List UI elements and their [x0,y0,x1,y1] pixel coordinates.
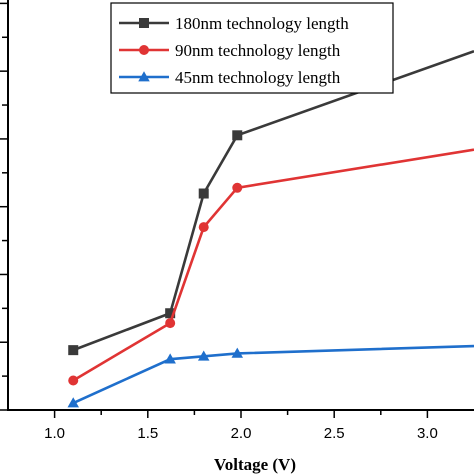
data-point-triangle [67,397,79,408]
data-point-circle [139,45,149,55]
legend-label: 45nm technology length [175,68,341,87]
series-line [72,148,474,382]
legend-label: 180nm technology length [175,14,349,33]
data-point-triangle [164,353,176,364]
series-1 [68,50,474,356]
legend-entry: 90nm technology length [119,41,341,60]
x-tick-label: 2.5 [324,425,345,442]
data-point-circle [68,375,79,386]
legend: 180nm technology length 90nm technology l… [110,2,394,94]
x-tick-label: 2.0 [231,425,252,442]
data-point-circle [198,222,209,233]
legend-entry: 45nm technology length [119,68,341,87]
x-axis-title: Voltage (V) [214,455,296,474]
series-3 [67,344,474,408]
data-point-square [165,308,176,319]
data-point-square [139,18,149,28]
x-tick-label: 1.5 [137,425,158,442]
legend-entry: 180nm technology length [119,14,349,33]
y-axis-ticks [0,2,7,411]
legend-label: 90nm technology length [175,41,341,60]
series-line [72,344,474,405]
series-2 [68,148,474,386]
series-layer [67,50,474,408]
x-axis-ticks: 1.0 1.5 2.0 2.5 3.0 [44,410,438,442]
data-point-circle [232,182,243,193]
data-point-square [232,130,243,141]
x-tick-label: 1.0 [44,425,65,442]
data-point-triangle [231,347,244,358]
data-point-triangle [197,350,210,361]
data-point-square [198,188,209,199]
data-point-circle [165,318,176,329]
data-point-square [68,345,79,356]
data-point-triangle [138,71,150,82]
series-line [72,50,474,352]
x-tick-label: 3.0 [417,425,438,442]
